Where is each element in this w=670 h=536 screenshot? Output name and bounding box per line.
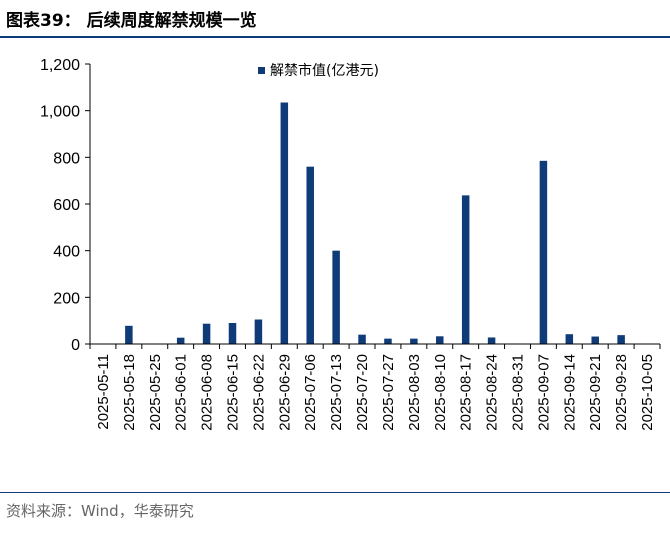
bar: [617, 335, 625, 344]
x-tick-label: 2025-08-24: [484, 354, 501, 431]
x-tick-label: 2025-06-15: [225, 354, 242, 431]
bar: [125, 325, 133, 344]
x-tick-label: 2025-08-10: [432, 354, 449, 431]
bar: [384, 338, 392, 344]
bar: [461, 195, 470, 344]
source-divider: [0, 492, 670, 493]
x-tick-label: 2025-08-17: [458, 354, 475, 431]
bar: [228, 323, 237, 344]
x-tick-label: 2025-09-07: [535, 354, 552, 431]
x-axis: 2025-05-11 2025-05-18 2025-05-25 2025-06-01…: [89, 343, 661, 431]
bar: [591, 336, 599, 344]
x-tick-label: 2025-08-31: [510, 354, 527, 431]
figure-title: 图表39： 后续周度解禁规模一览: [6, 11, 257, 31]
bar: [487, 337, 496, 344]
source-note: 资料来源：Wind，华泰研究: [6, 502, 194, 520]
x-tick-label: 2025-08-03: [406, 354, 423, 431]
x-tick-label: 2025-09-14: [561, 354, 578, 431]
x-tick-label: 2025-07-06: [302, 354, 319, 431]
title-divider: [0, 36, 670, 38]
bar: [254, 319, 263, 344]
bar: [306, 166, 314, 344]
x-tick-label: 2025-05-18: [121, 354, 138, 431]
y-tick-label: 200: [53, 290, 80, 307]
bars: [125, 102, 625, 344]
bar: [436, 336, 444, 344]
x-tick-label: 2025-09-21: [587, 354, 604, 431]
y-tick-label: 800: [53, 150, 80, 167]
y-axis: 0 200 400 600 800 1,000 1,200: [40, 57, 91, 354]
y-tick-label: 1,200: [40, 57, 80, 74]
bar: [410, 338, 418, 344]
bar: [280, 102, 289, 344]
y-tick-label: 0: [71, 337, 80, 354]
legend: 解禁市值(亿港元): [258, 62, 379, 79]
y-tick-label: 1,000: [40, 104, 80, 121]
x-tick-label: 2025-05-25: [147, 354, 164, 431]
x-tick-label: 2025-07-20: [354, 354, 371, 431]
x-tick-label: 2025-06-01: [173, 354, 190, 431]
x-tick-label: 2025-06-29: [276, 354, 293, 431]
x-tick-label: 2025-07-27: [380, 354, 397, 431]
legend-label: 解禁市值(亿港元): [270, 62, 379, 79]
bar: [539, 160, 548, 344]
bar: [565, 334, 574, 344]
bar: [176, 337, 185, 344]
x-tick-label: 2025-05-11: [95, 354, 112, 430]
x-tick-label: 2025-06-08: [199, 354, 216, 431]
bar-chart: 0 200 400 600 800 1,000 1,200 2025-05-11 2025-0…: [0, 40, 670, 488]
x-tick-label: 2025-09-28: [613, 354, 630, 431]
bar: [332, 250, 340, 344]
bar: [358, 334, 366, 344]
bar: [202, 323, 211, 344]
x-tick-label: 2025-07-13: [328, 354, 345, 431]
legend-swatch: [258, 67, 265, 74]
y-tick-label: 600: [53, 197, 80, 214]
x-tick-label: 2025-06-22: [250, 354, 267, 431]
x-tick-label: 2025-10-05: [639, 354, 656, 431]
y-tick-label: 400: [53, 244, 80, 261]
